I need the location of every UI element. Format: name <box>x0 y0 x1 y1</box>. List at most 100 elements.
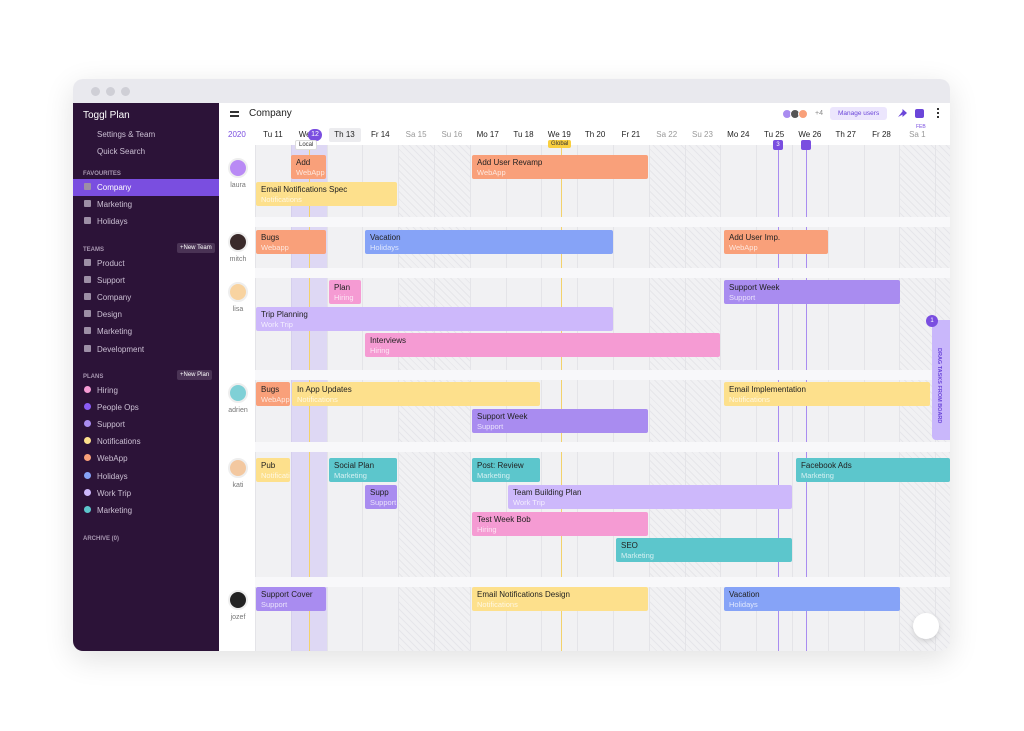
day-label[interactable]: Tu 18 <box>513 130 534 139</box>
task-subtitle: Notifications <box>729 395 770 404</box>
sidebar-item[interactable]: People Ops <box>97 403 139 413</box>
day-label[interactable]: Tu 11 <box>263 130 283 139</box>
task-bar[interactable]: Vacation Holidays <box>365 230 613 254</box>
task-bar[interactable]: Test Week Bob Hiring <box>472 512 648 536</box>
day-label[interactable]: Sa 1 <box>909 130 926 139</box>
task-bar[interactable]: Team Building Plan Work Trip <box>508 485 792 509</box>
user-avatar <box>228 458 248 478</box>
task-bar[interactable]: Add User Imp. WebApp <box>724 230 828 254</box>
day-label[interactable]: We 19 <box>547 130 571 139</box>
task-title: SEO <box>621 541 638 550</box>
sidebar-item[interactable]: Work Trip <box>97 488 132 498</box>
share-icon[interactable] <box>898 109 907 117</box>
sidebar-item[interactable]: Hiring <box>97 386 118 395</box>
title-bar <box>73 79 950 103</box>
task-bar[interactable]: Interviews Hiring <box>365 333 720 357</box>
task-title: Interviews <box>370 336 407 345</box>
day-label[interactable]: Tu 25 <box>764 130 785 139</box>
sidebar-item[interactable]: Support <box>97 276 126 286</box>
global-marker: Global <box>548 140 572 148</box>
day-label[interactable]: Fr 21 <box>621 130 641 139</box>
sidebar-link[interactable]: Settings & Team <box>97 130 156 139</box>
task-bar[interactable]: Vacation Holidays <box>724 587 900 611</box>
day-label[interactable]: Su 16 <box>441 130 463 139</box>
column-line <box>613 145 614 651</box>
extra-users: +4 <box>815 110 823 117</box>
task-title: Vacation <box>729 590 760 599</box>
task-subtitle: Hiring <box>370 346 390 355</box>
sidebar-item[interactable]: Marketing <box>97 505 133 515</box>
task-bar[interactable]: Support Week Support <box>472 409 648 433</box>
row-separator <box>219 370 950 380</box>
zoom-button[interactable] <box>913 613 939 639</box>
day-label[interactable]: Th 13 <box>334 130 355 139</box>
window-dot <box>121 87 130 96</box>
day-label[interactable]: Sa 15 <box>405 130 427 139</box>
sidebar: Toggl Plan Settings & Team Quick Search FAV… <box>73 103 219 651</box>
task-title: Add <box>296 158 311 167</box>
sidebar-item[interactable]: Design <box>97 310 122 320</box>
sidebar-item[interactable]: Holidays <box>97 471 128 481</box>
task-bar[interactable]: Trip Planning Work Trip <box>256 307 613 331</box>
workspace-name[interactable]: Toggl Plan <box>83 110 130 121</box>
day-label[interactable]: Fr 28 <box>872 130 891 139</box>
day-label[interactable]: We 26 <box>798 130 822 139</box>
task-bar[interactable]: Support Week Support <box>724 280 900 304</box>
task-bar[interactable]: Add WebApp <box>291 155 326 179</box>
task-bar[interactable]: Add User Revamp WebApp <box>472 155 648 179</box>
year-label: 2020 <box>228 130 246 139</box>
sidebar-item[interactable]: Marketing <box>97 200 133 210</box>
day-label[interactable]: Mo 24 <box>727 130 750 139</box>
section-button[interactable]: +New Team <box>177 243 215 253</box>
task-drawer[interactable]: DRAG TASKS FROM BOARD <box>932 320 950 440</box>
task-bar[interactable]: SEO Marketing <box>616 538 792 562</box>
task-title: Trip Planning <box>261 310 308 319</box>
task-bar[interactable]: In App Updates Notifications <box>292 382 540 406</box>
task-bar[interactable]: Supp Support <box>365 485 397 509</box>
user-name: lisa <box>232 306 244 313</box>
today-badge: 12 <box>308 129 322 141</box>
manage-users[interactable]: Manage users <box>830 107 888 120</box>
sidebar-item[interactable]: Marketing <box>97 327 133 337</box>
task-subtitle: Marketing <box>334 471 367 480</box>
sidebar-link[interactable]: Quick Search <box>97 147 146 156</box>
task-bar[interactable]: PubNotifications <box>256 458 290 482</box>
item-icon <box>84 420 91 428</box>
user-avatar <box>228 383 248 403</box>
sidebar-item[interactable]: Development <box>97 344 145 354</box>
day-label[interactable]: Su 23 <box>692 130 713 139</box>
task-subtitle: Hiring <box>334 293 354 302</box>
sidebar-item[interactable]: WebApp <box>97 454 128 464</box>
archive[interactable]: ARCHIVE (0) <box>83 536 120 542</box>
user-avatar <box>228 232 248 252</box>
item-icon <box>84 437 91 445</box>
sidebar-item[interactable]: Company <box>97 293 132 303</box>
task-bar[interactable]: Support Cover Support <box>256 587 326 611</box>
day-label[interactable]: Mo 17 <box>476 130 499 139</box>
sidebar-item[interactable]: Holidays <box>97 217 128 227</box>
sidebar-item[interactable]: Support <box>97 420 126 430</box>
inbox-icon[interactable] <box>915 109 924 118</box>
day-label[interactable]: We <box>298 130 311 139</box>
task-bar[interactable]: Post: Review Marketing <box>472 458 540 482</box>
task-bar[interactable]: Bugs WebApp <box>256 382 290 406</box>
sidebar-item[interactable]: Company <box>97 183 132 192</box>
task-bar[interactable]: Plan Hiring <box>329 280 361 304</box>
task-bar[interactable]: Email Notifications Spec Notifications <box>256 182 397 206</box>
day-label[interactable]: Th 27 <box>835 130 856 139</box>
sidebar-item[interactable]: Product <box>97 259 125 268</box>
task-title: Support Week <box>729 283 780 292</box>
more-icon[interactable] <box>937 108 939 118</box>
sidebar-item[interactable]: Notifications <box>97 437 141 447</box>
day-label[interactable]: Th 20 <box>584 130 606 139</box>
task-bar[interactable]: Facebook Ads Marketing <box>796 458 950 482</box>
task-bar[interactable]: Email Implementation Notifications <box>724 382 930 406</box>
task-title: Social Plan <box>334 461 375 470</box>
task-bar[interactable]: Bugs Webapp <box>256 230 326 254</box>
section-button[interactable]: +New Plan <box>177 370 213 380</box>
task-bar[interactable]: Social Plan Marketing <box>329 458 397 482</box>
day-label[interactable]: Sa 22 <box>656 130 678 139</box>
window-dot <box>91 87 100 96</box>
task-bar[interactable]: Email Notifications Design Notifications <box>472 587 648 611</box>
day-label[interactable]: Fr 14 <box>370 130 390 139</box>
